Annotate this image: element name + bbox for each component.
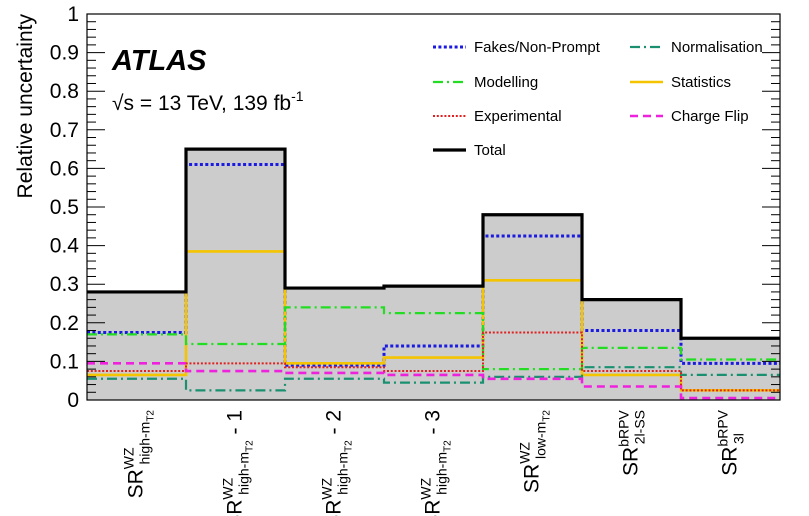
y-tick-label: 0.1 — [50, 350, 79, 373]
x-category-label-7: SRbRPV3l — [715, 409, 747, 475]
series-line-charge-flip — [87, 362, 780, 400]
energy-label-exponent: -1 — [291, 88, 304, 104]
y-tick-label: 0.8 — [50, 80, 79, 103]
y-tick-label: 0.5 — [50, 196, 79, 219]
total-fill-bar-1 — [87, 291, 186, 400]
category-subscript: low-m — [533, 422, 549, 459]
category-subscript: high-m — [434, 452, 450, 495]
series-line-modelling — [87, 306, 780, 371]
x-category-label-2: SRWZhigh-mT2 - 1 — [220, 410, 256, 516]
category-main: SR — [422, 500, 445, 516]
total-fill-bar-3 — [285, 288, 384, 400]
total-fill-bar-4 — [384, 286, 483, 400]
x-category-label-4: SRWZhigh-mT2 - 3 — [418, 410, 454, 516]
legend-label-normalisation: Normalisation — [671, 39, 763, 56]
series-lines-layer — [87, 147, 780, 400]
y-axis-label: Relative uncertainty — [14, 14, 37, 199]
y-tick-label: 1 — [67, 3, 79, 26]
category-subscript: 2l-SS — [632, 410, 648, 444]
y-tick-label: 0.4 — [50, 235, 80, 258]
category-subscript: high-m — [137, 422, 153, 465]
category-main: SR — [620, 447, 643, 476]
category-suffix: - 3 — [422, 410, 445, 440]
total-fill-bar-5 — [483, 214, 582, 400]
category-superscript: bRPV — [715, 409, 731, 446]
x-category-label-6: SRbRPV2l-SS — [616, 410, 648, 476]
category-sub-subscript: T2 — [542, 410, 553, 422]
category-suffix: - 1 — [224, 410, 247, 440]
category-main: SR — [125, 469, 148, 498]
axes-layer: 0 0.1 0.2 0.3 0.4 0.5 0.6 0.7 0.8 0.9 1 — [50, 3, 780, 412]
category-superscript: WZ — [220, 477, 236, 499]
category-sub-subscript: T2 — [245, 440, 256, 452]
series-line-statistics — [87, 250, 780, 392]
category-superscript: WZ — [517, 442, 533, 464]
legend-label-modelling: Modelling — [474, 74, 538, 91]
category-subscript: high-m — [236, 452, 252, 495]
category-subscript: high-m — [335, 452, 351, 495]
series-line-fakes-non-prompt — [87, 163, 780, 367]
category-superscript: WZ — [319, 477, 335, 499]
legend-label-experimental: Experimental — [474, 108, 562, 125]
total-fill-layer — [87, 149, 780, 400]
y-tick-label: 0.7 — [50, 119, 79, 142]
category-main: SR — [521, 464, 544, 493]
y-tick-label: 0.9 — [50, 42, 79, 65]
energy-luminosity-label: √s = 13 TeV, 139 fb-1 — [112, 88, 304, 115]
category-superscript: WZ — [121, 447, 137, 469]
category-subscript: 3l — [731, 433, 747, 444]
experiment-label: ATLAS — [111, 45, 207, 77]
series-line-total — [87, 147, 780, 340]
y-tick-label: 0.2 — [50, 312, 79, 335]
category-main: SR — [719, 447, 742, 476]
legend-label-statistics: Statistics — [671, 74, 731, 91]
legend-label-charge-flip: Charge Flip — [671, 108, 749, 125]
category-main: SR — [224, 500, 247, 516]
legend-label-total: Total — [474, 142, 506, 159]
x-category-label-3: SRWZhigh-mT2 - 2 — [319, 410, 355, 516]
category-sub-subscript: T2 — [146, 410, 157, 422]
category-main: SR — [323, 500, 346, 516]
series-line-experimental — [87, 331, 780, 392]
y-tick-label: 0.6 — [50, 157, 79, 180]
energy-label-text: √s = 13 TeV, 139 fb — [112, 92, 291, 115]
series-line-normalisation — [87, 366, 780, 392]
x-category-label-5: SRWZlow-mT2 — [517, 410, 553, 493]
x-category-label-1: SRWZhigh-mT2 — [121, 410, 157, 499]
category-sub-subscript: T2 — [443, 440, 454, 452]
category-sub-subscript: T2 — [344, 440, 355, 452]
y-tick-label: 0 — [67, 389, 79, 412]
category-suffix: - 2 — [323, 410, 346, 440]
legend: Fakes/Non-Prompt Modelling Experimental Tot… — [433, 39, 763, 159]
legend-label-fakes-non-prompt: Fakes/Non-Prompt — [474, 39, 601, 56]
total-fill-bar-2 — [186, 149, 285, 400]
y-tick-label: 0.3 — [50, 273, 79, 296]
total-fill-bar-6 — [582, 299, 681, 400]
category-superscript: WZ — [418, 477, 434, 499]
category-superscript: bRPV — [616, 410, 632, 447]
